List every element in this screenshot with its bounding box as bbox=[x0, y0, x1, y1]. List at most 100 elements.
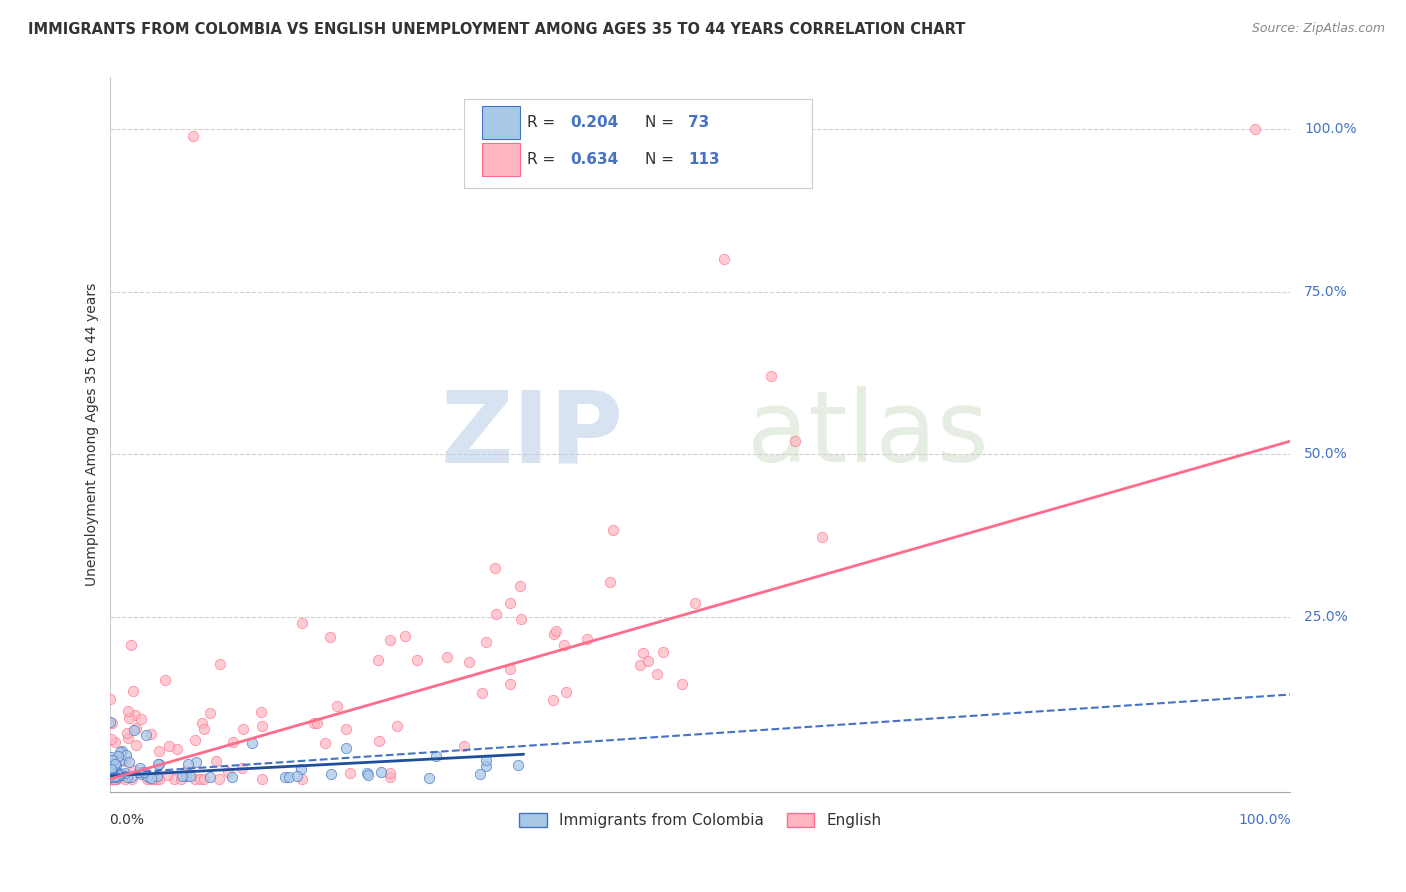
Point bbox=[277, 770, 299, 784]
Point bbox=[406, 653, 429, 667]
Point bbox=[783, 434, 806, 449]
Point bbox=[468, 767, 491, 781]
Point bbox=[112, 768, 135, 782]
Point bbox=[104, 766, 127, 780]
Point bbox=[142, 772, 165, 786]
Point bbox=[114, 765, 136, 780]
Point bbox=[499, 662, 522, 676]
Point bbox=[166, 742, 188, 756]
Point bbox=[129, 767, 152, 781]
Text: atlas: atlas bbox=[748, 386, 988, 483]
Point bbox=[101, 753, 124, 767]
Point bbox=[138, 770, 160, 784]
Point bbox=[602, 523, 624, 537]
Point bbox=[121, 684, 143, 698]
Point bbox=[541, 693, 564, 707]
Point bbox=[139, 727, 162, 741]
Point bbox=[122, 723, 145, 738]
Point bbox=[335, 722, 357, 736]
Point bbox=[357, 768, 380, 782]
Point bbox=[110, 745, 132, 759]
Point bbox=[103, 772, 125, 786]
Point bbox=[193, 772, 215, 786]
Point bbox=[110, 768, 132, 782]
Point bbox=[105, 772, 128, 786]
Point bbox=[285, 769, 308, 783]
Point bbox=[162, 772, 184, 786]
Point bbox=[339, 766, 361, 780]
Point bbox=[105, 769, 128, 783]
Point bbox=[576, 632, 599, 646]
Point bbox=[115, 725, 138, 739]
Point bbox=[121, 772, 143, 786]
Point bbox=[103, 772, 125, 786]
Point bbox=[155, 767, 177, 781]
Point bbox=[132, 765, 155, 780]
Text: 100.0%: 100.0% bbox=[1239, 814, 1291, 828]
Text: 73: 73 bbox=[689, 115, 710, 130]
Point bbox=[367, 653, 389, 667]
Point bbox=[129, 761, 152, 775]
Point bbox=[499, 596, 522, 610]
Text: R =: R = bbox=[527, 115, 560, 130]
Point bbox=[378, 633, 401, 648]
Point bbox=[117, 731, 139, 745]
Point bbox=[145, 769, 167, 783]
Point bbox=[111, 744, 134, 758]
Point bbox=[100, 759, 122, 773]
Text: N =: N = bbox=[645, 153, 679, 167]
Point bbox=[713, 252, 735, 267]
Point bbox=[107, 749, 129, 764]
Point bbox=[217, 764, 239, 779]
Text: 0.204: 0.204 bbox=[571, 115, 619, 130]
Point bbox=[378, 765, 401, 780]
Point bbox=[231, 761, 253, 775]
Point bbox=[184, 733, 207, 747]
Point bbox=[115, 770, 138, 784]
Point bbox=[101, 772, 124, 786]
Point bbox=[100, 692, 122, 706]
Point bbox=[671, 677, 693, 691]
Point bbox=[100, 732, 122, 747]
Legend: Immigrants from Colombia, English: Immigrants from Colombia, English bbox=[513, 807, 887, 834]
Point bbox=[100, 762, 122, 776]
Point bbox=[120, 770, 142, 784]
Point bbox=[146, 756, 169, 771]
Point bbox=[200, 770, 222, 784]
FancyBboxPatch shape bbox=[482, 144, 520, 176]
Point bbox=[100, 749, 122, 764]
Point bbox=[628, 658, 651, 673]
Point bbox=[208, 657, 231, 671]
Text: 25.0%: 25.0% bbox=[1305, 609, 1348, 624]
Point bbox=[232, 723, 254, 737]
Point bbox=[100, 769, 122, 783]
Point bbox=[291, 772, 314, 786]
Point bbox=[100, 772, 122, 786]
Point bbox=[184, 772, 207, 786]
Point bbox=[506, 758, 529, 772]
Point bbox=[101, 768, 124, 782]
Point bbox=[114, 772, 136, 786]
Point bbox=[186, 755, 208, 769]
Text: 0.0%: 0.0% bbox=[110, 814, 145, 828]
Point bbox=[453, 739, 475, 753]
Point bbox=[110, 753, 132, 767]
Point bbox=[101, 764, 124, 779]
Point bbox=[485, 607, 508, 621]
Text: 100.0%: 100.0% bbox=[1305, 122, 1357, 136]
Point bbox=[103, 772, 125, 786]
Point bbox=[307, 716, 329, 731]
Point bbox=[509, 579, 531, 593]
Point bbox=[114, 754, 136, 768]
Point bbox=[475, 635, 498, 649]
Point bbox=[394, 630, 416, 644]
Point bbox=[105, 764, 128, 779]
Point bbox=[637, 654, 659, 668]
Point bbox=[290, 762, 312, 776]
Point bbox=[176, 764, 198, 779]
Point bbox=[181, 128, 204, 143]
Point bbox=[128, 765, 150, 780]
Point bbox=[120, 638, 142, 652]
Point bbox=[633, 646, 655, 660]
Point bbox=[302, 716, 325, 731]
